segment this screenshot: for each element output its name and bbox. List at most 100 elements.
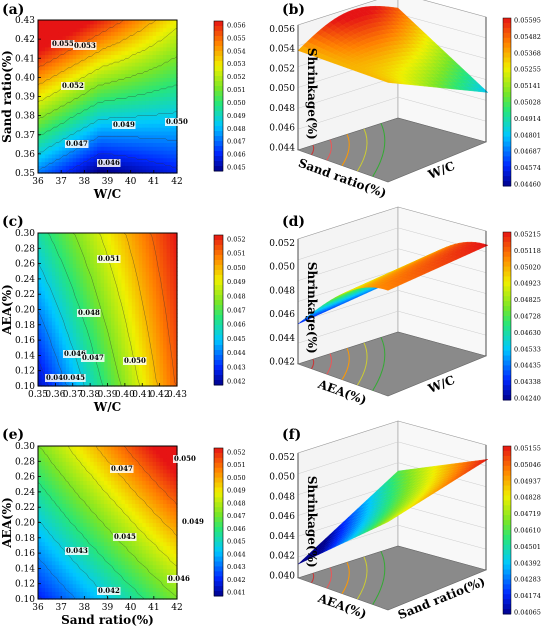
heatmap-cell	[55, 240, 60, 246]
heatmap-cell	[100, 267, 105, 272]
heatmap-cell	[124, 236, 129, 242]
heatmap-cell	[55, 370, 60, 376]
heatmap-cell	[86, 130, 91, 136]
heatmap-cell	[79, 244, 84, 249]
heatmap-cell	[117, 282, 122, 288]
heatmap-cell	[128, 100, 133, 105]
heatmap-cell	[142, 301, 147, 307]
heatmap-cell	[152, 541, 157, 547]
heatmap-cell	[107, 286, 112, 291]
heatmap-cell	[173, 107, 178, 113]
heatmap-cell	[124, 244, 129, 249]
heatmap-cell	[86, 499, 91, 504]
heatmap-cell	[69, 115, 74, 121]
colorbar-tick-label: 0.050	[227, 99, 246, 107]
heatmap-cell	[166, 499, 171, 504]
heatmap-cell	[166, 366, 171, 372]
heatmap-cell	[142, 366, 147, 372]
heatmap-cell	[152, 85, 157, 90]
heatmap-cell	[135, 320, 140, 326]
heatmap-cell	[114, 111, 119, 117]
heatmap-cell	[86, 111, 91, 117]
heatmap-cell	[48, 62, 53, 67]
heatmap-cell	[79, 446, 84, 451]
heatmap-cell	[69, 317, 74, 322]
heatmap-cell	[149, 556, 154, 562]
heatmap-cell	[93, 583, 98, 589]
heatmap-cell	[48, 526, 53, 531]
heatmap-cell	[44, 23, 50, 29]
colorbar-swatch	[214, 91, 223, 97]
heatmap-cell	[110, 503, 116, 508]
heatmap-cell	[128, 336, 133, 341]
heatmap-cell	[124, 255, 129, 261]
heatmap-cell	[72, 526, 77, 531]
heatmap-cell	[131, 499, 136, 504]
heatmap-cell	[83, 104, 88, 109]
heatmap-cell	[145, 382, 150, 387]
heatmap-cell	[131, 100, 136, 105]
heatmap-cell	[97, 271, 102, 276]
heatmap-cell	[173, 545, 178, 550]
heatmap-cell	[156, 271, 161, 276]
heatmap-cell	[55, 366, 60, 372]
heatmap-cell	[170, 378, 175, 383]
heatmap-cell	[69, 255, 74, 261]
heatmap-cell	[131, 480, 136, 485]
heatmap-cell	[97, 484, 102, 489]
heatmap-cell	[76, 336, 81, 341]
heatmap-cell	[166, 583, 171, 589]
heatmap-cell	[159, 572, 164, 577]
heatmap-cell	[149, 317, 154, 322]
heatmap-cell	[124, 286, 129, 291]
heatmap-cell	[100, 564, 105, 569]
heatmap-cell	[93, 587, 98, 592]
colorbar-swatch	[214, 250, 223, 256]
heatmap-cell	[110, 20, 116, 25]
heatmap-cell	[131, 526, 136, 531]
y-tick-label: 0.24	[15, 275, 35, 285]
heatmap-cell	[128, 282, 133, 288]
heatmap-cell	[51, 153, 56, 159]
heatmap-cell	[166, 595, 171, 600]
heatmap-cell	[170, 65, 175, 71]
heatmap-cell	[62, 449, 67, 455]
heatmap-cell	[152, 150, 157, 155]
heatmap-cell	[79, 146, 84, 151]
heatmap-cell	[128, 317, 133, 322]
heatmap-cell	[72, 252, 77, 257]
heatmap-cell	[83, 111, 88, 117]
heatmap-cell	[166, 259, 171, 265]
heatmap-cell	[44, 46, 50, 52]
heatmap-cell	[48, 20, 53, 25]
heatmap-cell	[44, 100, 50, 105]
heatmap-cell	[142, 92, 147, 98]
heatmap-cell	[124, 507, 129, 512]
heatmap-cell	[156, 236, 161, 242]
heatmap-cell	[79, 165, 84, 170]
heatmap-cell	[38, 69, 43, 75]
heatmap-cell	[97, 576, 102, 581]
heatmap-cell	[131, 23, 136, 29]
heatmap-cell	[128, 150, 133, 155]
heatmap-cell	[55, 107, 60, 113]
heatmap-cell	[76, 54, 81, 59]
heatmap-cell	[121, 244, 126, 249]
heatmap-cell	[163, 309, 168, 314]
heatmap-cell	[117, 267, 122, 272]
heatmap-cell	[166, 50, 171, 56]
heatmap-cell	[69, 165, 74, 170]
heatmap-cell	[138, 518, 143, 524]
heatmap-cell	[173, 382, 178, 387]
heatmap-cell	[79, 472, 84, 478]
heatmap-cell	[76, 457, 81, 462]
y-tick-label: 0.18	[15, 321, 35, 331]
heatmap-cell	[62, 165, 67, 170]
heatmap-cell	[107, 73, 112, 78]
heatmap-cell	[90, 514, 95, 520]
heatmap-cell	[142, 39, 147, 44]
heatmap-cell	[65, 305, 70, 311]
heatmap-cell	[110, 370, 116, 376]
heatmap-cell	[100, 146, 105, 151]
heatmap-cell	[114, 244, 119, 249]
